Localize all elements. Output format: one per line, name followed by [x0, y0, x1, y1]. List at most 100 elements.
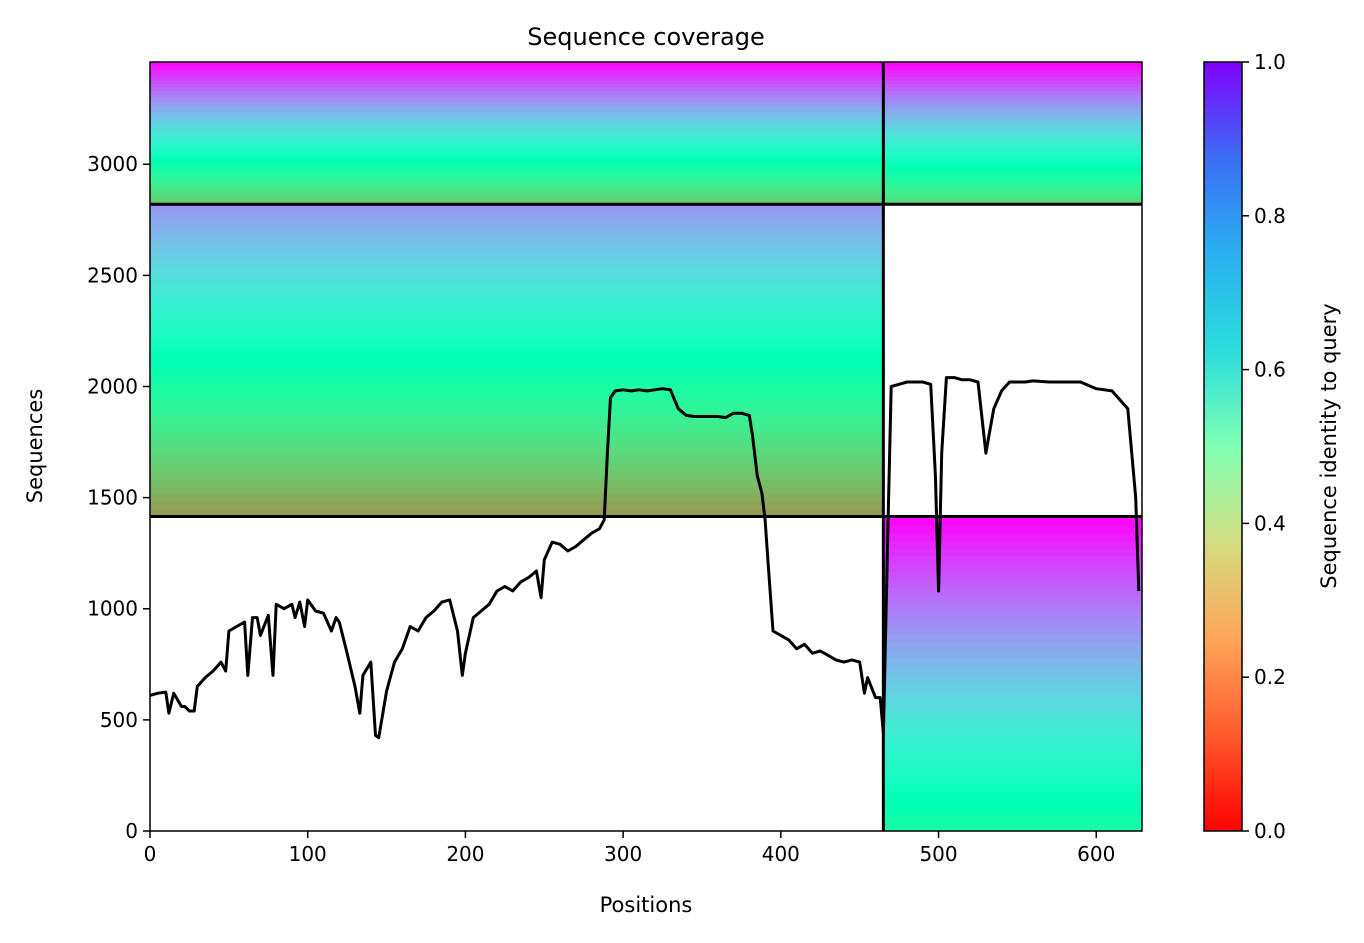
- x-tick-label: 0: [144, 842, 157, 866]
- coverage-band: [883, 172, 1142, 177]
- coverage-band: [883, 705, 1142, 714]
- coverage-band: [150, 140, 884, 145]
- colorbar-ticks: 0.0 0.2 0.4 0.6 0.8 1.0: [1242, 50, 1286, 843]
- coverage-band: [883, 807, 1142, 816]
- coverage-band: [883, 86, 1142, 92]
- coverage-band: [883, 143, 1142, 148]
- coverage-band: [150, 422, 884, 432]
- coverage-band: [883, 540, 1142, 549]
- coverage-band: [883, 158, 1142, 163]
- x-tick-label: 300: [604, 842, 642, 866]
- y-tick-label: 1000: [87, 597, 138, 621]
- coverage-band: [883, 760, 1142, 769]
- coverage-band: [883, 681, 1142, 691]
- coverage-band: [150, 69, 884, 74]
- coverage-band: [150, 197, 884, 202]
- coverage-band: [150, 469, 884, 479]
- coverage-band: [150, 251, 884, 260]
- x-tick-label: 100: [289, 842, 327, 866]
- coverage-band: [150, 344, 884, 354]
- coverage-band: [883, 69, 1142, 74]
- coverage-band: [883, 658, 1142, 667]
- coverage-band: [883, 101, 1142, 106]
- coverage-band: [883, 193, 1142, 198]
- coverage-band: [883, 673, 1142, 683]
- colorbar-label: Sequence identity to query: [1317, 303, 1341, 588]
- chart-title: Sequence coverage: [527, 23, 764, 51]
- colorbar-tick-label: 0.4: [1254, 511, 1286, 535]
- coverage-band: [150, 407, 884, 416]
- coverage-band: [150, 165, 884, 170]
- coverage-band: [883, 587, 1142, 596]
- coverage-band: [150, 297, 884, 307]
- coverage-band: [150, 375, 884, 385]
- coverage-band: [150, 186, 884, 191]
- coverage-band: [883, 115, 1142, 120]
- x-tick-label: 500: [919, 842, 957, 866]
- plot-frame: [149, 61, 1143, 832]
- colorbar-tick-label: 0.0: [1254, 819, 1286, 843]
- coverage-band: [150, 282, 884, 291]
- coverage-band: [150, 97, 884, 102]
- coverage-band: [883, 736, 1142, 746]
- coverage-band: [883, 783, 1142, 793]
- coverage-band: [883, 547, 1142, 557]
- y-tick-label: 0: [125, 819, 138, 843]
- coverage-band: [883, 79, 1142, 84]
- coverage-band: [150, 147, 884, 152]
- x-axis-ticks: 0 100 200 300 400 500 600: [144, 831, 1115, 866]
- coverage-band: [883, 744, 1142, 753]
- coverage-band: [883, 720, 1142, 730]
- coverage-band: [150, 500, 884, 510]
- y-axis-ticks: 0 500 1000 1500 2000 2500 3000: [87, 152, 150, 843]
- coverage-band: [150, 219, 884, 229]
- coverage-band: [150, 274, 884, 283]
- y-tick-label: 1500: [87, 486, 138, 510]
- coverage-band: [150, 430, 884, 440]
- coverage-band: [883, 752, 1142, 761]
- coverage-band: [150, 368, 884, 377]
- coverage-band: [150, 508, 884, 518]
- coverage-band: [150, 158, 884, 163]
- coverage-band: [883, 516, 1142, 525]
- coverage-band: [883, 62, 1142, 67]
- y-tick-label: 500: [100, 708, 138, 732]
- y-tick-label: 3000: [87, 152, 138, 176]
- coverage-band: [150, 305, 884, 315]
- coverage-band: [883, 618, 1142, 628]
- coverage-band: [150, 72, 884, 77]
- coverage-band: [150, 143, 884, 148]
- coverage-band: [883, 118, 1142, 124]
- coverage-band: [883, 182, 1142, 188]
- coverage-band: [150, 454, 884, 463]
- coverage-band: [150, 62, 884, 67]
- coverage-band: [150, 90, 884, 95]
- coverage-band: [150, 182, 884, 188]
- colorbar: [1203, 61, 1243, 832]
- coverage-band: [150, 321, 884, 330]
- coverage-band: [883, 94, 1142, 99]
- coverage-band: [150, 65, 884, 70]
- coverage-band: [883, 799, 1142, 809]
- coverage-band: [883, 154, 1142, 159]
- coverage-band: [883, 165, 1142, 170]
- coverage-band: [883, 775, 1142, 785]
- coverage-band: [883, 65, 1142, 70]
- y-axis-title: Sequences: [23, 389, 47, 504]
- coverage-band: [883, 689, 1142, 698]
- x-tick-label: 200: [446, 842, 484, 866]
- coverage-band: [150, 115, 884, 120]
- coverage-band: [150, 179, 884, 184]
- coverage-band: [883, 161, 1142, 166]
- coverage-band: [883, 190, 1142, 195]
- coverage-block-1: [150, 62, 884, 205]
- coverage-band: [883, 129, 1142, 134]
- coverage-band: [150, 258, 884, 268]
- coverage-band: [883, 602, 1142, 612]
- coverage-band: [150, 136, 884, 141]
- coverage-blocks: [150, 62, 1142, 832]
- coverage-band: [883, 595, 1142, 604]
- x-tick-label: 400: [762, 842, 800, 866]
- coverage-band: [883, 524, 1142, 533]
- coverage-band: [150, 193, 884, 198]
